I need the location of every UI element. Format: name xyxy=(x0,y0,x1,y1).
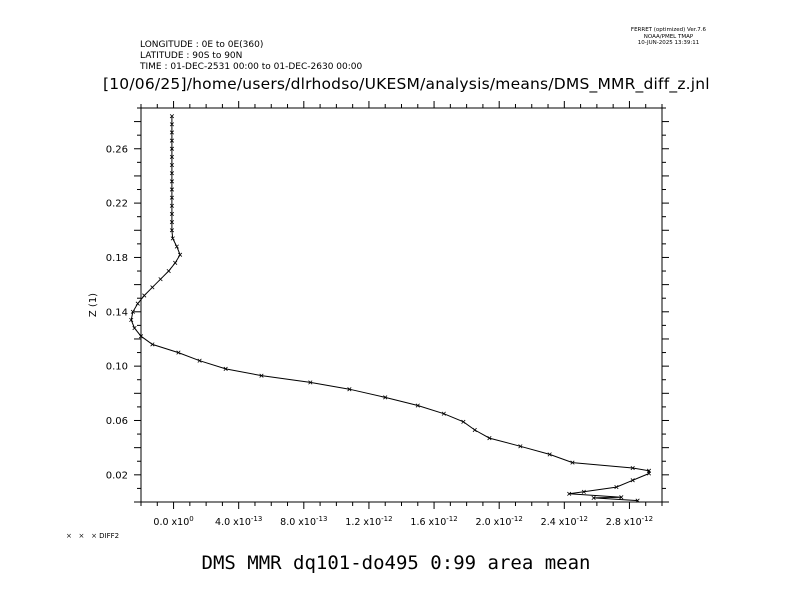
script-path-label: [10/06/25]/home/users/dlrhodso/UKESM/ana… xyxy=(103,75,710,93)
y-tick-label: 0.06 xyxy=(106,416,128,427)
data-point xyxy=(197,358,202,363)
y-tick-label: 0.10 xyxy=(106,362,128,373)
data-point xyxy=(581,489,586,494)
data-point xyxy=(169,114,175,119)
data-point xyxy=(169,138,175,143)
data-point xyxy=(591,495,596,501)
data-point xyxy=(169,171,175,176)
ferret-version-stamp: FERRET (optimized) Ver.7.6 NOAA/PMEL TMA… xyxy=(631,27,706,47)
data-point xyxy=(169,203,175,208)
data-point xyxy=(142,293,147,298)
data-point xyxy=(150,342,155,347)
y-tick-label: 0.22 xyxy=(106,199,128,210)
series-line xyxy=(130,116,650,502)
latitude-range-label: LATITUDE : 90S to 90N xyxy=(140,51,243,61)
y-tick-label: 0.18 xyxy=(106,253,128,264)
data-point xyxy=(169,187,175,192)
data-point xyxy=(169,179,175,184)
data-point xyxy=(169,228,175,233)
data-point xyxy=(169,211,175,217)
y-tick-label: 0.14 xyxy=(106,307,128,318)
x-tick-label: 2.0 x10-12 xyxy=(476,515,523,528)
data-point xyxy=(169,195,175,200)
data-point xyxy=(169,220,175,225)
data-point xyxy=(158,277,163,282)
data-point xyxy=(223,366,228,371)
data-point xyxy=(138,334,144,339)
x-tick-label: 1.2 x10-12 xyxy=(345,515,392,528)
ferret-date-line: 10-JUN-2025 13:39:11 xyxy=(637,40,700,46)
data-point xyxy=(441,411,446,416)
data-point xyxy=(150,285,155,290)
data-point xyxy=(619,495,624,500)
data-point xyxy=(176,350,181,355)
data-point xyxy=(630,465,635,471)
data-point xyxy=(170,236,175,241)
x-tick-label: 1.6 x10-12 xyxy=(410,515,457,528)
data-point xyxy=(646,468,652,473)
y-axis-label: Z (1) xyxy=(88,293,99,317)
chart-title: DMS MMR dq101-do495 0:99 area mean xyxy=(201,552,591,574)
data-point xyxy=(308,380,313,385)
data-point xyxy=(173,260,178,265)
data-point xyxy=(132,326,137,331)
data-point xyxy=(169,162,175,168)
y-tick-label: 0.02 xyxy=(106,470,128,481)
x-tick-label: 4.0 x10-13 xyxy=(215,515,262,528)
data-point xyxy=(635,498,640,503)
x-tick-label: 2.4 x10-12 xyxy=(541,515,588,528)
data-point xyxy=(169,154,175,159)
data-point xyxy=(415,403,420,408)
plot-frame xyxy=(140,107,663,503)
legend-series-label: DIFF2 xyxy=(99,532,120,540)
data-point xyxy=(347,387,352,392)
y-tick-label: 0.26 xyxy=(106,144,128,155)
longitude-range-label: LONGITUDE : 0E to 0E(360) xyxy=(140,40,264,50)
data-point xyxy=(169,122,175,127)
data-point xyxy=(169,130,175,135)
data-point xyxy=(487,436,492,441)
data-point xyxy=(472,427,477,433)
ferret-org-line: NOAA/PMEL TMAP xyxy=(643,33,694,40)
time-range-label: TIME : 01-DEC-2531 00:00 to 01-DEC-2630 … xyxy=(140,62,363,72)
data-point xyxy=(135,301,140,306)
data-point xyxy=(169,146,175,151)
data-point xyxy=(614,484,619,490)
data-point xyxy=(259,373,264,378)
data-point xyxy=(130,309,135,314)
legend-marker-icon: × × × xyxy=(66,532,100,540)
data-point xyxy=(129,317,134,323)
data-point xyxy=(570,460,575,465)
legend: × × × DIFF2 xyxy=(66,532,119,540)
data-point xyxy=(166,268,171,274)
x-tick-label: 2.8 x10-12 xyxy=(606,515,653,528)
data-point xyxy=(461,419,466,424)
data-point xyxy=(630,478,635,483)
data-point xyxy=(518,444,523,449)
data-point xyxy=(177,252,183,257)
data-point xyxy=(567,491,572,496)
data-point xyxy=(383,395,388,400)
x-tick-label: 0.0 x100 xyxy=(153,515,193,528)
data-point xyxy=(547,452,552,457)
ferret-version-line: FERRET (optimized) Ver.7.6 xyxy=(630,27,706,33)
x-tick-label: 8.0 x10-13 xyxy=(280,515,327,528)
data-point xyxy=(174,244,179,249)
